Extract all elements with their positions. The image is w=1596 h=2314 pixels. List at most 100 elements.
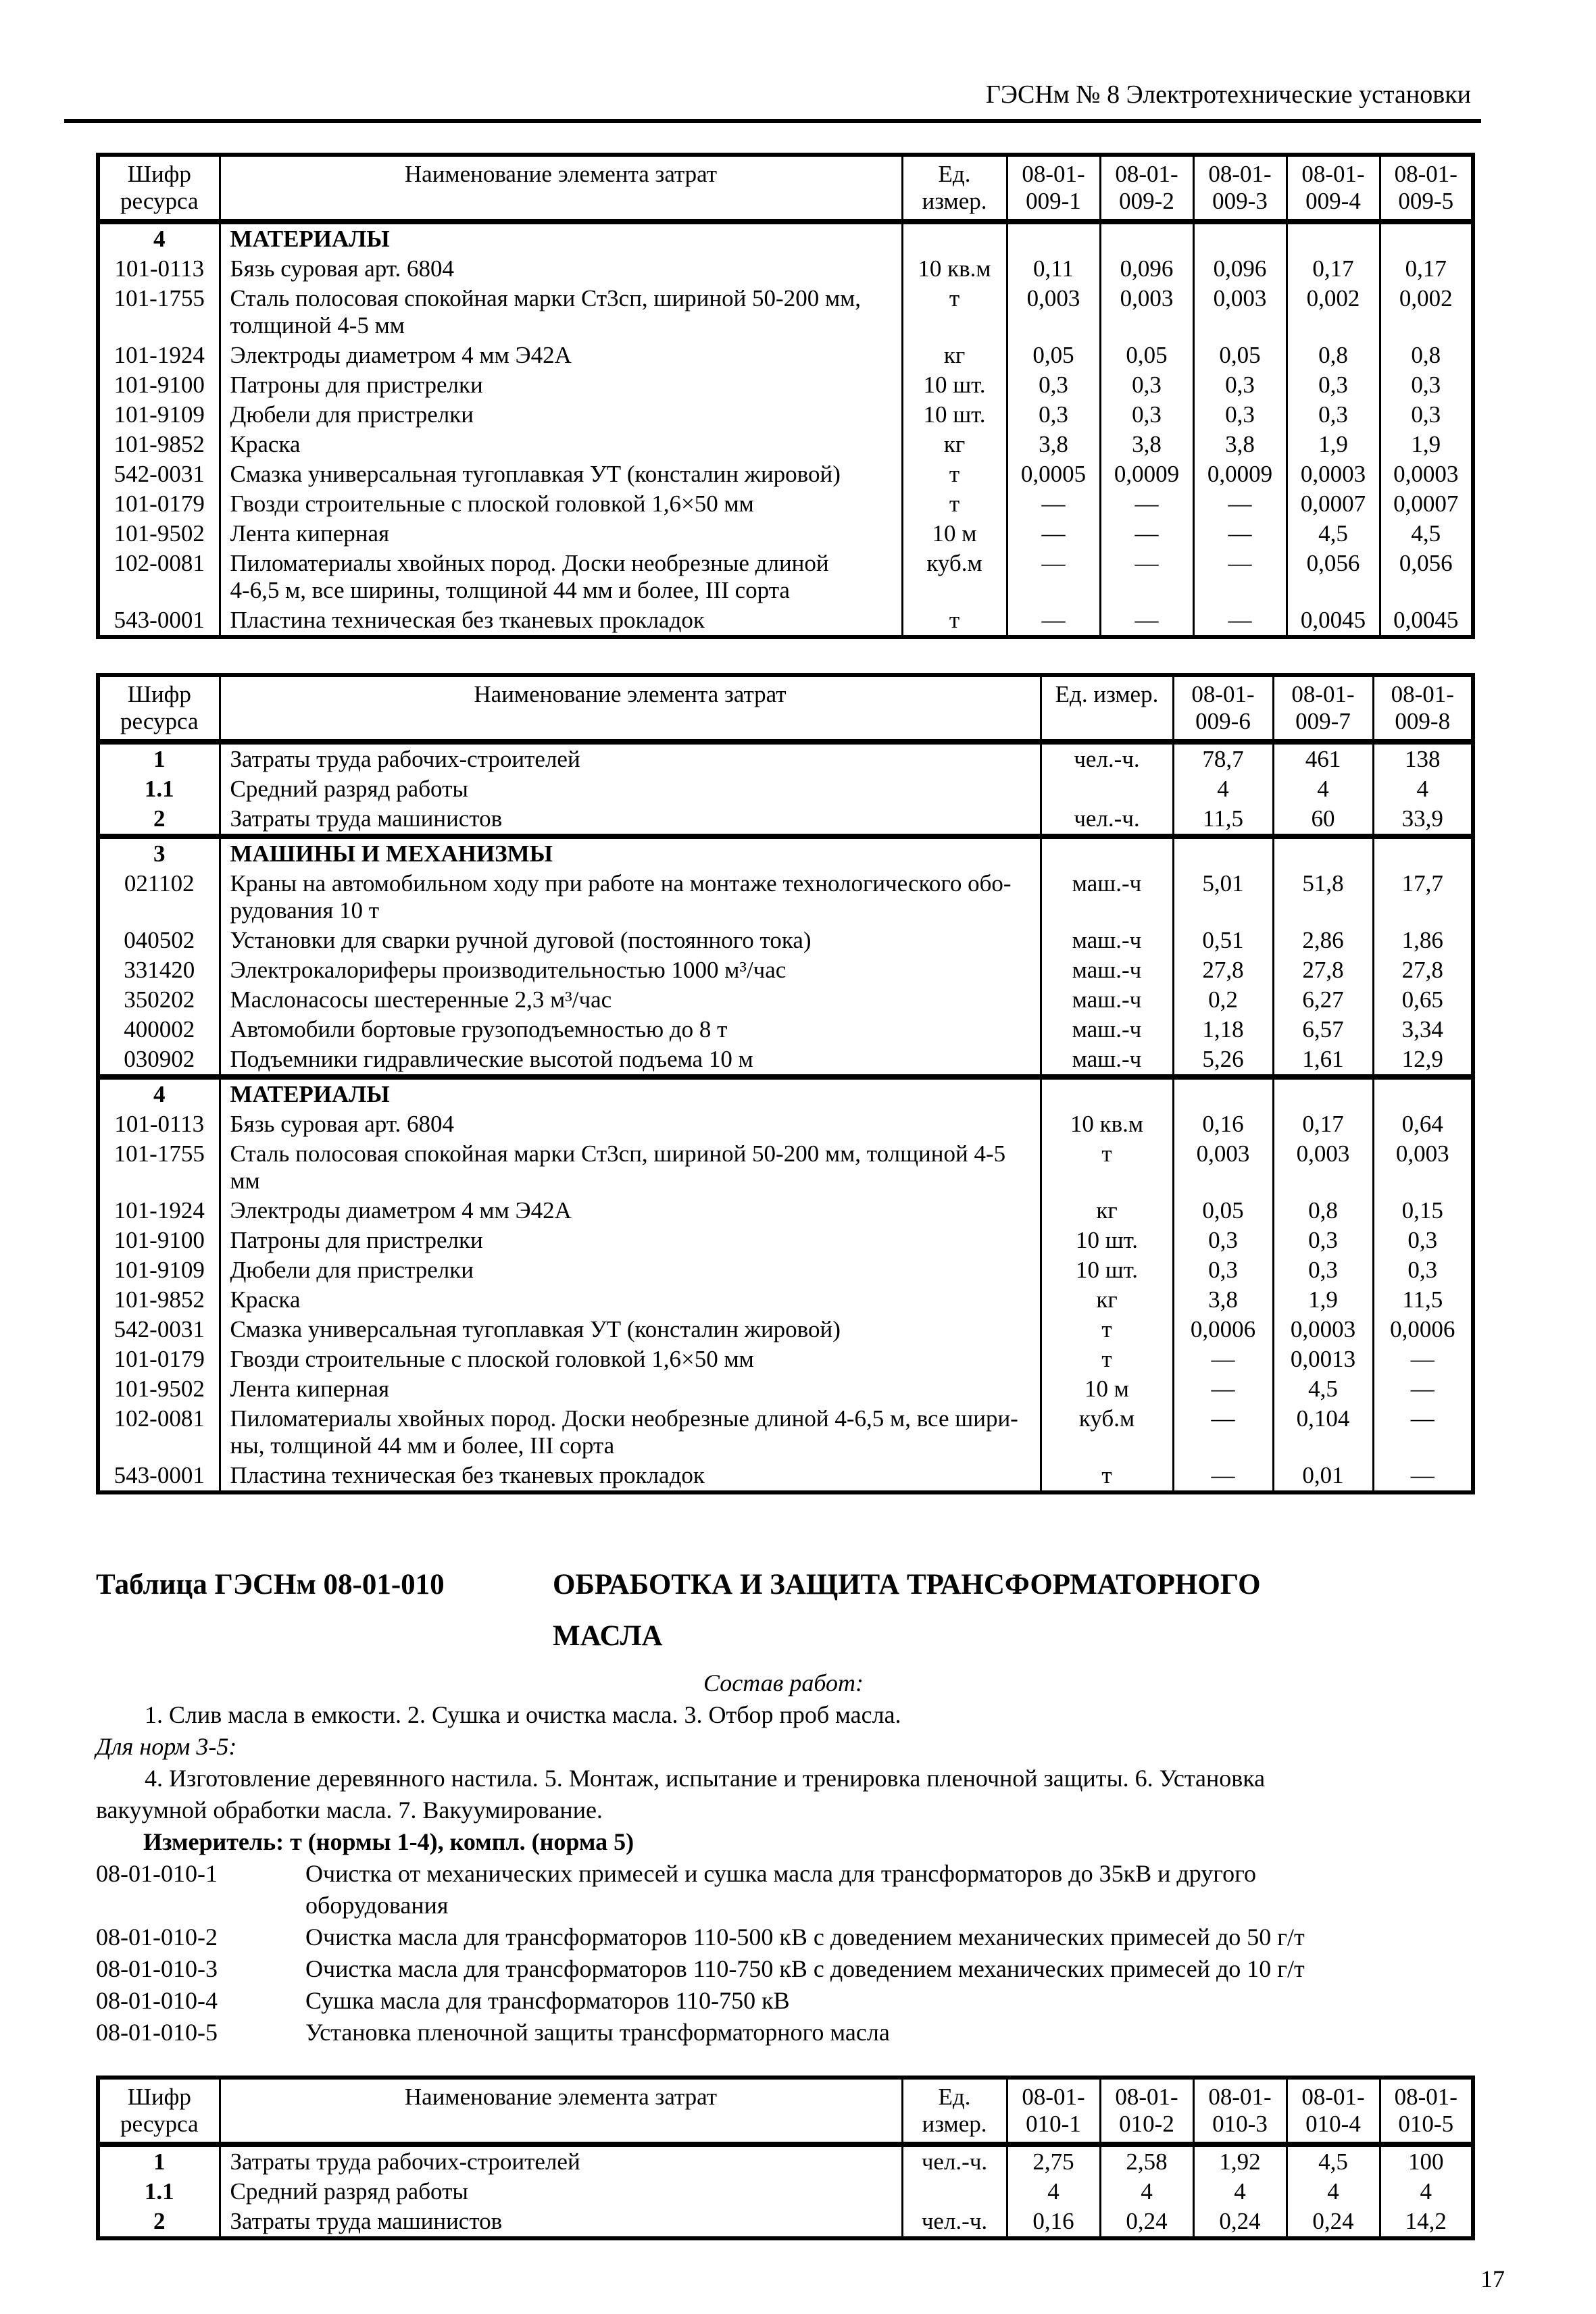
value-cell: [1285, 222, 1380, 254]
resource-code-cell: 021102: [124, 870, 195, 897]
value-cell: 0,002: [1378, 284, 1473, 341]
unit-cell: [901, 2177, 1007, 2207]
value-cell: 0,3: [1099, 400, 1193, 430]
value-cell: 0,16: [1005, 2207, 1100, 2238]
value-cell: 0,3: [1005, 400, 1100, 430]
norm-definition-row: 08-01-010-5 Установка пленочной защиты т…: [96, 2017, 1471, 2048]
section-row: 4 МАТЕРИАЛЫ: [98, 1074, 1473, 1109]
unit-cell: т: [901, 459, 1007, 489]
unit-cell: чел.-ч.: [1039, 804, 1173, 836]
norm-definition-row: 08-01-010-4 Сушка масла для трансформато…: [96, 1985, 1471, 2017]
resource-row: 101-0179 Гвозди строительные с плоской го…: [98, 489, 1473, 519]
value-cell: 1,9: [1285, 430, 1380, 459]
value-cell: 1,92: [1192, 2144, 1287, 2177]
unit-cell: кг: [901, 341, 1007, 370]
resource-name-cell: Смазка универсальная тугоплавкая УТ (кон…: [218, 1315, 1041, 1344]
resource-code-cell: 2: [153, 2208, 166, 2234]
resource-code-cell: 2: [153, 805, 166, 832]
resource-row: 542-0031 Смазка универсальная тугоплавкая…: [98, 459, 1473, 489]
section-title-cell: МАТЕРИАЛЫ: [218, 1074, 1041, 1109]
value-cell: 27,8: [1272, 955, 1373, 985]
value-cell: 3,8: [1172, 1285, 1273, 1315]
for-norms-label: Для норм 3-5:: [96, 1733, 237, 1760]
norm-definition-row: 08-01-010-2 Очистка масла для трансформа…: [96, 1921, 1471, 1953]
value-cell: 0,0007: [1378, 489, 1473, 519]
section-title-cell: МАТЕРИАЛЫ: [218, 222, 902, 254]
table-header-row: Шифр ресурса Наименование элемента затрат…: [98, 675, 1473, 745]
page-number: 17: [1480, 2265, 1505, 2292]
resource-code-cell: 101-9502: [114, 520, 205, 547]
unit-cell: 10 шт.: [1039, 1255, 1173, 1285]
resource-name-cell: Краска: [218, 430, 902, 459]
resource-name-cell: Краны на автомобильном ходу при работе н…: [218, 869, 1041, 926]
resource-name-cell: Средний разряд работы: [218, 774, 1041, 804]
resource-row: 040502 Установки для сварки ручной дугово…: [98, 926, 1473, 955]
norm-code: 08-01-010-1: [96, 1860, 218, 1887]
resource-code-cell: 543-0001: [114, 607, 205, 633]
unit-cell: т: [1039, 1139, 1173, 1196]
resource-name-cell: Маслонасосы шестеренные 2,3 м³/час: [218, 985, 1041, 1015]
resource-row: 101-9852 Краска кг 3,8 3,8 3,8 1,9 1,9: [98, 430, 1473, 459]
value-cell: —: [1099, 605, 1193, 637]
value-cell: 1,18: [1172, 1015, 1273, 1045]
value-cell: 0,3: [1272, 1255, 1373, 1285]
resource-name-cell: Затраты труда машинистов: [218, 804, 1041, 836]
value-cell: —: [1005, 519, 1100, 549]
table-010-label: Таблица ГЭСНм 08-01-010: [96, 1569, 445, 1601]
value-cell: 0,16: [1172, 1109, 1273, 1139]
value-cell: 6,57: [1272, 1015, 1373, 1045]
value-cell: 11,5: [1372, 1285, 1473, 1315]
value-cell: —: [1372, 1374, 1473, 1404]
value-cell: —: [1192, 489, 1287, 519]
unit-cell: чел.-ч.: [901, 2144, 1007, 2177]
value-cell: 4,5: [1272, 1374, 1373, 1404]
resource-row: 331420 Электрокалориферы производительнос…: [98, 955, 1473, 985]
unit-cell: 10 м: [1039, 1374, 1173, 1404]
norm-description: Очистка масла для трансформаторов 110-75…: [305, 1955, 1305, 1982]
value-cell: 0,24: [1285, 2207, 1380, 2238]
unit-cell: кг: [901, 430, 1007, 459]
cost-table-009-1-5: Шифр ресурса Наименование элемента затрат…: [96, 153, 1475, 639]
value-cell: —: [1005, 549, 1100, 605]
running-header: ГЭСНм № 8 Электротехнические установки: [96, 80, 1471, 109]
resource-name-cell: Дюбели для пристрелки: [218, 1255, 1041, 1285]
value-cell: 3,8: [1192, 430, 1287, 459]
resource-code-cell: 101-0113: [114, 255, 205, 282]
resource-row: 1.1 Средний разряд работы 4 4 4: [98, 774, 1473, 804]
resource-name-cell: Сталь полосовая спокойная марки Ст3сп, ш…: [218, 284, 902, 341]
resource-row: 2 Затраты труда машинистов чел.-ч. 0,16 0,24…: [98, 2207, 1473, 2238]
value-cell: 0,8: [1378, 341, 1473, 370]
unit-cell: т: [901, 605, 1007, 637]
value-cell: —: [1005, 605, 1100, 637]
value-cell: 2,86: [1272, 926, 1373, 955]
value-cell: —: [1192, 605, 1287, 637]
value-cell: 0,3: [1372, 1255, 1473, 1285]
resource-code-cell: 1: [153, 2148, 166, 2175]
norm-code: 08-01-010-3: [96, 1955, 218, 1982]
value-cell: —: [1172, 1461, 1273, 1492]
resource-row: 102-0081 Пиломатериалы хвойных пород. Дос…: [98, 1404, 1473, 1461]
resource-name-cell: Затраты труда машинистов: [218, 2207, 902, 2238]
column-header-norm: 08-01- 010-4: [1285, 2078, 1380, 2147]
resource-row: 101-0179 Гвозди строительные с плоской го…: [98, 1344, 1473, 1374]
unit-cell: [1039, 1074, 1173, 1109]
value-cell: 0,3: [1285, 370, 1380, 400]
value-cell: —: [1099, 519, 1193, 549]
column-header-norm: 08-01- 009-4: [1285, 155, 1380, 224]
value-cell: 0,003: [1192, 284, 1287, 341]
column-header-norm: 08-01- 009-2: [1099, 155, 1193, 224]
resource-code-cell: 3: [98, 834, 220, 869]
resource-code-cell: 102-0081: [114, 550, 205, 576]
work-composition-items: 1. Слив масла в емкости. 2. Сушка и очис…: [145, 1701, 901, 1728]
norm-code: 08-01-010-4: [96, 1987, 218, 2014]
value-cell: 0,24: [1192, 2207, 1287, 2238]
value-cell: 51,8: [1272, 869, 1373, 926]
unit-cell: кг: [1039, 1196, 1173, 1226]
value-cell: 0,15: [1372, 1196, 1473, 1226]
running-header-text: ГЭСНм № 8 Электротехнические установки: [985, 80, 1471, 109]
resource-row: 542-0031 Смазка универсальная тугоплавкая…: [98, 1315, 1473, 1344]
resource-name-cell: Затраты труда рабочих-строителей: [218, 2144, 902, 2177]
value-cell: 0,3: [1005, 370, 1100, 400]
resource-code-cell: 542-0031: [114, 461, 205, 487]
